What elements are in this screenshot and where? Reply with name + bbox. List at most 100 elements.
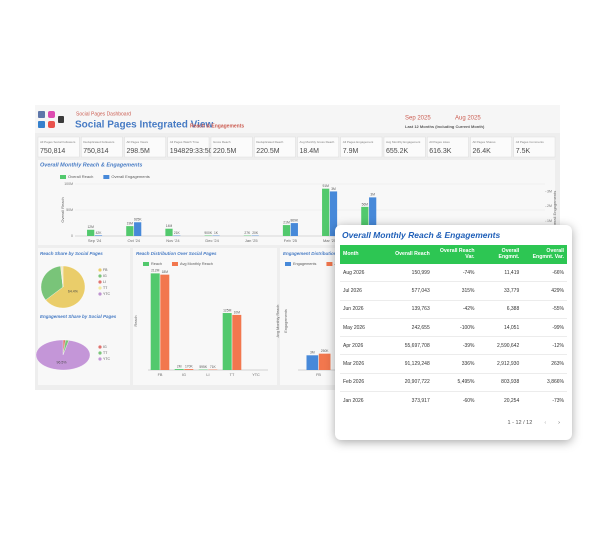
kpi-value: 18.4M	[300, 148, 320, 155]
legend-swatch	[143, 262, 149, 266]
table-cell: -60%	[432, 391, 478, 403]
youtube-icon	[48, 121, 55, 128]
column-header: Overall Engmnt.	[477, 245, 523, 264]
bar	[126, 226, 134, 236]
table-cell: Feb 2026	[340, 373, 388, 393]
table-cell: 263%	[522, 354, 567, 374]
legend-label: TT	[103, 286, 108, 290]
next-button[interactable]: ›	[558, 420, 560, 426]
table-rows: Aug 2026 150,999 -74% 11,419 -66% Jul 2026 577…	[340, 264, 567, 403]
tiktok-icon	[58, 116, 64, 123]
data-label: 18M	[162, 270, 169, 274]
table-cell: Apr 2026	[340, 336, 388, 356]
table-cell: -99%	[522, 318, 567, 338]
kpi-tile	[254, 136, 296, 158]
table-cell: 242,655	[388, 318, 433, 338]
table-cell: 336%	[432, 354, 478, 374]
legend-label: Overall Engagements	[111, 174, 149, 179]
table-cell: 91,129,248	[388, 354, 433, 374]
data-label: 1K	[214, 231, 219, 235]
data-label: 250K	[321, 349, 330, 353]
prev-button[interactable]: ‹	[544, 420, 547, 426]
kpi-label: Deduplicated Reach	[256, 140, 283, 144]
legend-swatch	[60, 175, 66, 179]
kpi-value: 7.9M	[343, 148, 359, 155]
facebook-icon	[38, 111, 45, 118]
kpi-label: All Pages Likes	[429, 140, 450, 144]
kpi-value: 750,814	[40, 148, 65, 155]
kpi-row: All Pages Social Followers 750,814 Dedupli…	[37, 136, 556, 158]
legend-label: LI	[103, 280, 106, 284]
x-tick-label: FB	[316, 373, 321, 377]
bar	[282, 225, 291, 236]
table-title: Overall Monthly Reach & Engagements	[342, 230, 501, 240]
column-header[interactable]: Month	[340, 245, 388, 264]
chart-title: Reach Share by Social Pages	[40, 251, 103, 256]
data-label: 91M	[322, 184, 329, 188]
table-cell: 2,912,930	[477, 354, 523, 374]
table-row: Mar 2026 91,129,248 336% 2,912,930 263%	[340, 354, 567, 374]
data-label: 125M	[223, 308, 232, 312]
table-cell: -55%	[522, 300, 567, 319]
legend-label: IG	[103, 274, 107, 278]
table-cell: 6,388	[477, 300, 523, 319]
data-label: 595K	[199, 365, 208, 369]
x-tick-label: Sep '24	[88, 238, 102, 243]
legend-swatch	[171, 262, 178, 266]
kpi-tile	[210, 136, 253, 158]
table-row: Feb 2026 20,907,722 5,495% 803,938 3,866%	[340, 373, 567, 393]
legend-label: YTC	[103, 357, 110, 361]
current-month[interactable]: Sep 2025	[405, 116, 431, 122]
column-header: Overall Reach	[388, 245, 433, 264]
kpi-label: All Pages Watch Time	[170, 140, 200, 144]
table-cell: 5,495%	[432, 373, 478, 393]
x-tick-label: YTC	[252, 373, 260, 377]
x-tick-label: Nov '24	[166, 238, 180, 243]
period-label: Last 12 Months (Including Current Month)	[405, 124, 485, 129]
table-row: Aug 2026 150,999 -74% 11,419 -66%	[340, 264, 567, 283]
data-label: 21M	[283, 220, 290, 224]
y-tick-label: 50M	[66, 208, 73, 212]
table-cell: -74%	[432, 264, 478, 283]
table-cell: 150,999	[388, 264, 433, 283]
data-label: 900K	[204, 231, 213, 235]
kpi-value: 750,814	[83, 148, 108, 155]
slice-label: 96.5%	[57, 360, 67, 364]
kpi-tile	[340, 136, 383, 158]
data-label: 42K	[96, 231, 103, 235]
x-tick-label: Jan '25	[245, 238, 259, 243]
y-axis-title: Reach	[134, 316, 138, 327]
legend-label: Reach	[151, 262, 162, 266]
kpi-tile	[297, 136, 339, 158]
legend-swatch	[98, 274, 102, 278]
table-cell: 577,043	[388, 281, 433, 301]
table-cell: 55,697,708	[388, 336, 433, 356]
previous-month[interactable]: Aug 2025	[455, 116, 481, 122]
bar	[87, 229, 95, 236]
legend-swatch	[98, 345, 102, 349]
bar	[184, 369, 194, 370]
kpi-label: Gross Reach	[213, 140, 231, 144]
table-cell: -66%	[522, 264, 567, 283]
table-cell: 139,763	[388, 300, 433, 319]
data-label: 925K	[134, 218, 143, 222]
table-row: Apr 2026 55,697,708 -39% 2,590,642 -12%	[340, 336, 567, 356]
table-cell: Aug 2026	[340, 264, 388, 283]
data-label: 20K	[252, 231, 259, 235]
x-tick-label: FB	[158, 373, 163, 377]
data-label: 3M	[370, 193, 375, 197]
table-row: May 2026 242,655 -100% 14,051 -99%	[340, 318, 567, 338]
bar	[306, 355, 319, 370]
kpi-tile	[81, 136, 123, 158]
table-cell: 11,419	[477, 264, 523, 283]
data-label: 19M	[127, 221, 134, 225]
bar	[150, 273, 160, 370]
data-label: 71K	[210, 365, 217, 369]
data-label: 212M	[151, 269, 160, 273]
table-cell: Jul 2026	[340, 281, 388, 301]
table-cell: 33,779	[477, 281, 523, 301]
bar	[318, 353, 331, 370]
kpi-tile	[124, 136, 166, 158]
legend-label: YTC	[103, 292, 110, 296]
